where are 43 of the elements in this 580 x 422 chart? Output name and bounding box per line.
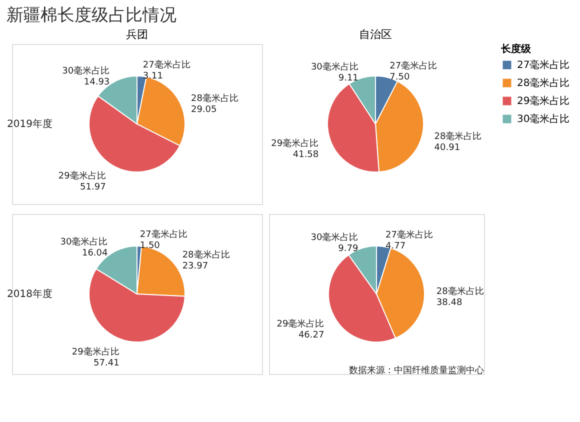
legend-label: 28毫米占比 xyxy=(517,77,570,89)
data-label: 7.50 xyxy=(390,72,410,83)
data-label: 38.48 xyxy=(436,298,462,308)
data-label: 51.97 xyxy=(80,182,106,192)
data-label: 57.41 xyxy=(94,358,120,368)
data-label: 14.93 xyxy=(84,78,110,88)
slice-label: 28毫米占比 xyxy=(182,250,230,261)
slice-label: 28毫米占比 xyxy=(190,92,238,104)
slice-label: 29毫米占比 xyxy=(72,346,120,358)
data-label: 23.97 xyxy=(182,262,208,272)
slice-label: 28毫米占比 xyxy=(434,131,482,142)
data-label: 1.50 xyxy=(140,241,160,252)
data-label: 3.11 xyxy=(142,71,163,82)
slice-label: 30毫米占比 xyxy=(62,66,110,77)
data-label: 29.05 xyxy=(190,104,217,115)
slice-label: 27毫米占比 xyxy=(140,229,188,240)
slice-label: 27毫米占比 xyxy=(390,60,438,72)
text: 2019年度 xyxy=(7,118,52,130)
data-label: 40.91 xyxy=(434,143,460,154)
legend-label: 27毫米占比 xyxy=(517,59,570,71)
data-label: 9.11 xyxy=(338,73,358,84)
data-label: 41.58 xyxy=(292,150,319,160)
slice-label: 28毫米占比 xyxy=(436,286,484,297)
chart-subtitle: 自治区 xyxy=(359,28,392,41)
legend-label: 30毫米占比 xyxy=(517,113,570,125)
text: 2018年度 xyxy=(7,288,52,300)
slice-label: 27毫米占比 xyxy=(142,59,190,70)
legend-label: 29毫米占比 xyxy=(517,95,570,107)
slice-label: 30毫米占比 xyxy=(310,232,358,243)
slice-label: 29毫米占比 xyxy=(58,170,106,182)
chart-title: 新疆棉长度级占比情况 xyxy=(6,6,176,26)
source-note: 数据来源：中国纤维质量监测中心 xyxy=(349,365,484,376)
slice-label: 29毫米占比 xyxy=(271,138,319,150)
legend-title: 长度级 xyxy=(500,43,532,55)
slice-label: 27毫米占比 xyxy=(386,230,433,241)
slice-label: 30毫米占比 xyxy=(310,61,358,72)
data-label: 46.27 xyxy=(298,330,324,340)
data-label: 16.04 xyxy=(82,248,108,259)
slice-label: 30毫米占比 xyxy=(60,236,108,248)
slice-label: 29毫米占比 xyxy=(276,318,324,330)
data-label: 9.79 xyxy=(338,244,358,254)
chart-subtitle: 兵团 xyxy=(126,28,148,41)
data-label: 4.77 xyxy=(386,242,406,252)
